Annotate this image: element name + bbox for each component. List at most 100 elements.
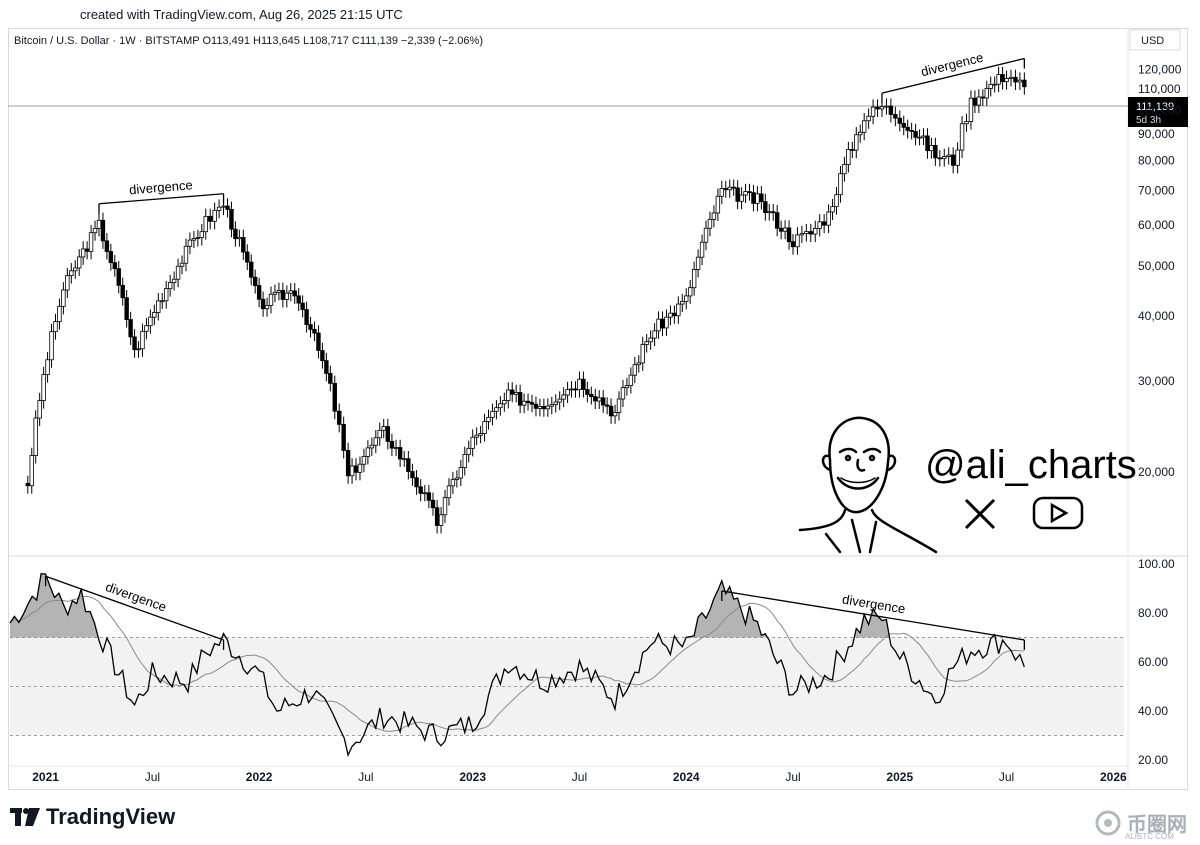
candle-body — [968, 97, 974, 122]
candle-body — [893, 114, 898, 119]
candle-body — [233, 228, 238, 240]
rsi-tick-label: 80.00 — [1138, 606, 1168, 620]
candle-body — [929, 145, 934, 152]
candle-body — [418, 486, 423, 494]
candle-body — [790, 241, 796, 248]
candle-body — [179, 262, 185, 267]
time-tick-label: 2022 — [246, 770, 273, 784]
candle-body — [684, 295, 689, 302]
candle-body — [842, 164, 847, 175]
time-tick-label: 2025 — [886, 770, 913, 784]
candle-body — [65, 275, 70, 291]
candle-body — [813, 228, 818, 235]
candle-body — [672, 312, 677, 317]
rsi-tick-label: 40.00 — [1138, 704, 1168, 718]
candle-body — [160, 300, 165, 303]
candle-body — [466, 447, 471, 455]
candle-body — [96, 219, 102, 229]
candle-body — [1000, 74, 1005, 83]
candle-body — [462, 453, 467, 468]
price-candles — [25, 66, 1027, 534]
candle-body — [533, 403, 539, 409]
candle-body — [183, 245, 189, 264]
rsi-line — [9, 572, 1025, 758]
candle-body — [357, 463, 363, 473]
candle-body — [735, 187, 740, 202]
currency-button[interactable] — [1129, 29, 1181, 51]
candle-body — [838, 173, 843, 196]
rsi-band-fill — [10, 637, 1124, 736]
candle-body — [77, 256, 82, 269]
candle-body — [260, 298, 266, 310]
candle-body — [498, 403, 503, 409]
candle-body — [668, 312, 673, 318]
candle-body — [996, 74, 1001, 85]
candle-body — [478, 433, 483, 436]
tradingview-logo[interactable]: TradingView — [10, 804, 175, 830]
candle-body — [861, 120, 867, 133]
candle-body — [490, 410, 495, 418]
candle-body — [976, 96, 982, 106]
candle-body — [482, 421, 487, 434]
candle-body — [743, 191, 748, 196]
candle-body — [167, 282, 173, 290]
created-note: created with TradingView.com, Aug 26, 20… — [80, 7, 403, 22]
candle-body — [612, 412, 618, 417]
candle-body — [104, 240, 110, 252]
rsi-tick-label: 60.00 — [1138, 655, 1168, 669]
candle-body — [187, 239, 193, 247]
candle-body — [652, 330, 657, 339]
candle-body — [84, 248, 90, 252]
candle-body — [312, 328, 317, 334]
candle-body — [53, 321, 58, 333]
divergence-label: divergence — [919, 50, 984, 80]
candle-body — [955, 149, 960, 166]
candle-body — [100, 219, 106, 242]
candle-body — [393, 447, 399, 449]
candle-body — [171, 278, 177, 283]
candle-body — [565, 389, 570, 396]
price-tick-label: 50,000 — [1138, 259, 1175, 273]
candle-body — [41, 374, 46, 401]
candle-body — [676, 303, 681, 317]
site-watermark: 币圈网 ALIBTC.COM — [1095, 808, 1187, 841]
candle-body — [397, 447, 403, 460]
candle-body — [316, 332, 321, 351]
candle-body — [830, 206, 835, 213]
time-tick-label: 2024 — [673, 770, 700, 784]
candle-body — [148, 316, 153, 327]
candle-body — [581, 378, 586, 390]
candle-body — [385, 426, 391, 442]
candle-body — [942, 156, 947, 159]
candle-body — [140, 330, 145, 350]
candle-body — [992, 83, 997, 86]
candle-body — [644, 341, 649, 345]
candle-body — [377, 429, 382, 439]
price-tick-label: 120,000 — [1138, 62, 1182, 76]
candle-body — [699, 241, 705, 258]
candle-body — [897, 117, 902, 124]
candle-body — [691, 269, 697, 289]
candle-body — [937, 157, 943, 160]
candle-body — [771, 211, 776, 214]
candle-body — [913, 131, 918, 138]
candle-body — [221, 205, 226, 208]
divergence-line — [98, 193, 224, 205]
candle-body — [817, 221, 822, 229]
price-tick-label: 30,000 — [1138, 374, 1175, 388]
candle-body — [854, 134, 859, 151]
candle-body — [921, 135, 926, 138]
candle-body — [506, 389, 511, 401]
candle-body — [870, 106, 876, 117]
candle-body — [45, 359, 50, 375]
chart-frame — [8, 28, 1188, 790]
candle-body — [300, 302, 305, 310]
candle-body — [909, 130, 914, 132]
candle-body — [229, 208, 234, 230]
candle-body — [589, 393, 594, 397]
candle-body — [292, 290, 297, 297]
rsi-series — [9, 572, 1025, 758]
candle-body — [280, 290, 286, 300]
candle-body — [616, 398, 622, 413]
candle-body — [972, 97, 978, 106]
